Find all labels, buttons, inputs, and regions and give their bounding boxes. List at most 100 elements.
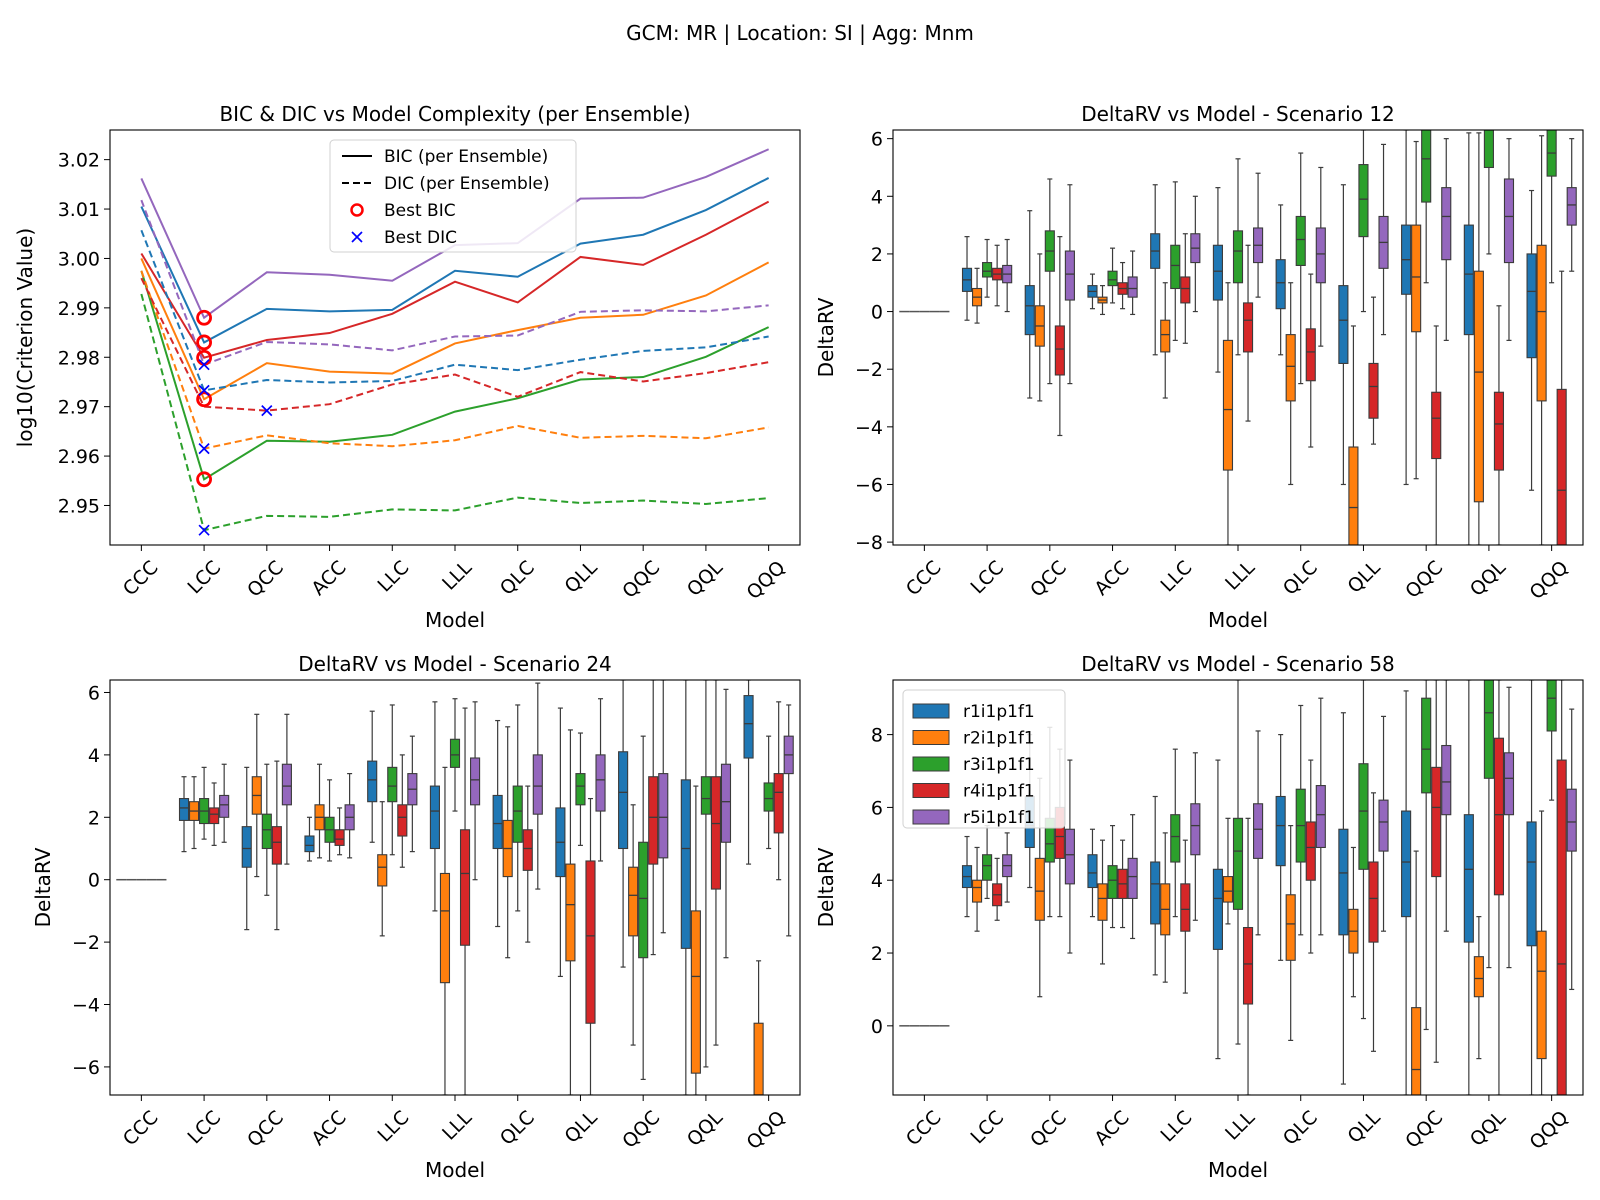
- y-tick-label: −4: [855, 417, 883, 439]
- box-body: [1441, 187, 1452, 261]
- box-body: [1358, 763, 1369, 870]
- legend: BIC (per Ensemble) DIC (per Ensemble) Best…: [329, 139, 577, 253]
- dic-line-r1i1p1f1: [140, 229, 769, 392]
- box-QLC-r1i1p1f1: [1275, 734, 1286, 961]
- box-QQQ-r1i1p1f1: [1526, 680, 1537, 1095]
- box-QQQ-r1i1p1f1: [1526, 189, 1537, 491]
- box-body: [334, 829, 345, 846]
- box-body: [459, 829, 471, 946]
- box-body: [1064, 250, 1075, 301]
- legend-circle-icon: [350, 203, 364, 217]
- box-body: [753, 1022, 764, 1095]
- y-tick-label: −6: [855, 474, 883, 496]
- box-body: [710, 776, 722, 890]
- box-body: [178, 798, 190, 821]
- box-QQL-r3i1p1f1: [1483, 680, 1494, 969]
- box-QQQ-r2i1p1f1: [753, 960, 764, 1095]
- box-QQC-r2i1p1f1: [1411, 850, 1422, 1095]
- x-axis-label: Model: [1208, 1158, 1268, 1182]
- box-LLL-r2i1p1f1: [439, 766, 451, 1095]
- x-tick-label: LCC: [966, 1107, 1008, 1149]
- box-LLL-r1i1p1f1: [1212, 187, 1223, 373]
- x-tick-label: QQC: [1401, 557, 1447, 603]
- box-LLC-r5i1p1f1: [1190, 752, 1201, 921]
- box-body: [763, 782, 774, 812]
- x-tick-label: CCC: [119, 1107, 163, 1151]
- box-body: [367, 760, 378, 803]
- box-LCC-r4i1p1f1: [209, 782, 220, 846]
- box-ACC-r1i1p1f1: [1087, 828, 1098, 918]
- box-body: [1421, 130, 1432, 203]
- box-body: [261, 813, 272, 850]
- box-body: [1180, 883, 1191, 932]
- panel-title: DeltaRV vs Model - Scenario 12: [1081, 102, 1395, 126]
- box-LLL-r4i1p1f1: [1242, 817, 1254, 1095]
- x-tick-label: QCC: [243, 557, 288, 602]
- best-dic-marker: [198, 443, 210, 455]
- box-QLL-r3i1p1f1: [1358, 680, 1369, 1020]
- box-LCC-r1i1p1f1: [178, 776, 190, 853]
- box-body: [1473, 956, 1484, 998]
- figure-title: GCM: MR | Location: SI | Agg: Mnm: [626, 21, 974, 45]
- y-tick-label: 0: [871, 302, 883, 324]
- legend-label: r3i1p1f1: [963, 755, 1035, 775]
- box-body: [1463, 814, 1474, 943]
- box-body: [1526, 253, 1537, 359]
- box-body: [1222, 876, 1234, 903]
- box-body: [595, 754, 606, 812]
- y-tick-label: 6: [88, 682, 100, 704]
- dic-line-r4i1p1f1: [140, 277, 769, 412]
- box-body: [1275, 259, 1286, 310]
- box-body: [690, 910, 701, 1074]
- box-body: [1368, 861, 1379, 943]
- box-ACC-r5i1p1f1: [1127, 250, 1138, 316]
- x-tick-label: QCC: [243, 1107, 288, 1152]
- x-tick-label: QQL: [1466, 556, 1510, 600]
- box-LLL-r4i1p1f1: [459, 707, 471, 1095]
- box-body: [1064, 828, 1075, 885]
- box-ACC-r4i1p1f1: [334, 807, 345, 856]
- box-body: [1546, 680, 1557, 732]
- box-body: [680, 779, 691, 949]
- box-QLL-r2i1p1f1: [565, 729, 576, 1095]
- x-tick-label: LLC: [374, 557, 414, 597]
- box-ACC-r1i1p1f1: [304, 816, 315, 862]
- box-QQC-r4i1p1f1: [1431, 680, 1442, 1063]
- y-tick-label: 2: [871, 244, 883, 266]
- box-ACC-r3i1p1f1: [324, 779, 335, 862]
- best-bic-marker: [196, 391, 212, 408]
- y-tick-label: −4: [72, 995, 100, 1017]
- box-QLC-r4i1p1f1: [1305, 273, 1316, 448]
- box-LLC-r4i1p1f1: [1180, 839, 1191, 994]
- box-body: [638, 841, 649, 959]
- box-ACC-r4i1p1f1: [1117, 839, 1128, 929]
- box-QQL-r5i1p1f1: [720, 688, 732, 959]
- box-QLL-r5i1p1f1: [595, 698, 606, 862]
- box-body: [658, 773, 669, 859]
- dic-line-r2i1p1f1: [140, 270, 769, 450]
- box-LCC-r1i1p1f1: [961, 835, 973, 918]
- box-QCC-r1i1p1f1: [1024, 210, 1035, 399]
- box-body: [1441, 744, 1452, 816]
- box-QLC-r3i1p1f1: [1295, 704, 1306, 936]
- box-QLL-r4i1p1f1: [1368, 296, 1379, 445]
- y-axis-label: DeltaRV: [814, 297, 838, 377]
- box-body: [1348, 446, 1359, 545]
- x-tick-label: QQL: [683, 1106, 727, 1150]
- box-body: [1087, 854, 1098, 889]
- box-QCC-r3i1p1f1: [261, 763, 272, 896]
- y-axis-label: DeltaRV: [814, 847, 838, 927]
- box-QLL-r4i1p1f1: [1368, 792, 1379, 1052]
- box-body: [1556, 759, 1567, 1095]
- box-LCC-r2i1p1f1: [188, 776, 200, 850]
- box-body: [1275, 795, 1286, 867]
- box-QQQ-r1i1p1f1: [743, 680, 754, 865]
- box-body: [1566, 187, 1577, 226]
- box-QQC-r5i1p1f1: [1441, 680, 1452, 932]
- y-tick-label: 2: [871, 943, 883, 965]
- box-body: [1556, 388, 1567, 545]
- x-tick-label: LLL: [1221, 1106, 1259, 1144]
- box-QQQ-r4i1p1f1: [1556, 680, 1567, 1095]
- box-LLC-r3i1p1f1: [1170, 181, 1181, 341]
